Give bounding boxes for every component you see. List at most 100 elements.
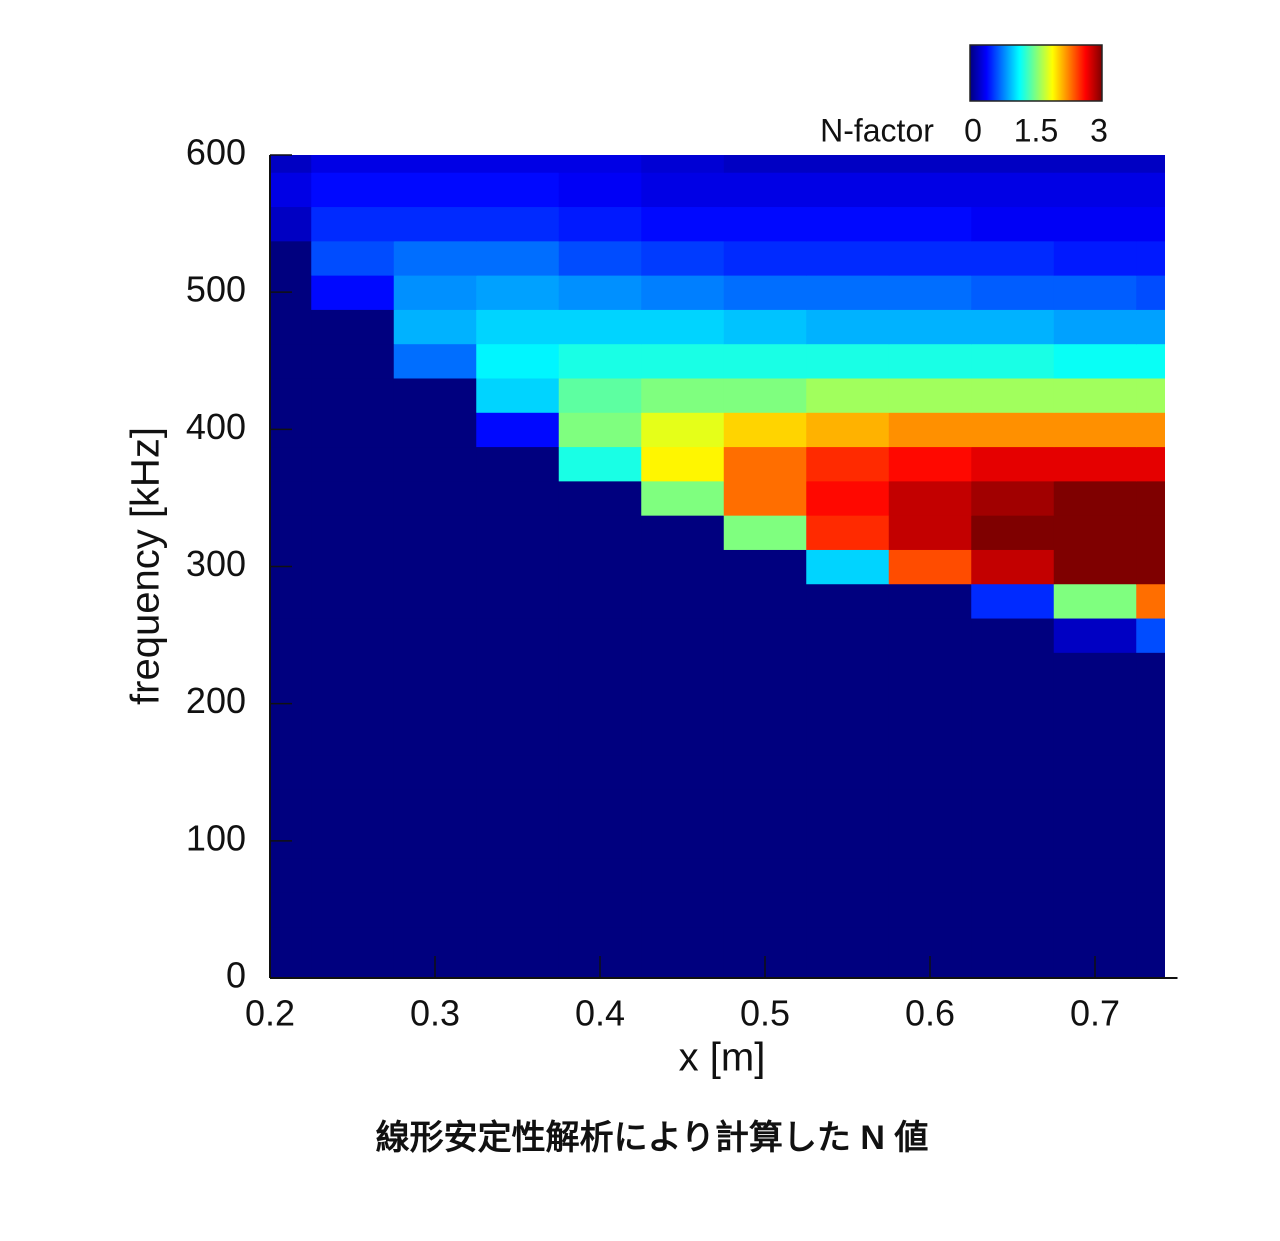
cell <box>1136 206 1165 242</box>
cell <box>723 892 807 928</box>
cell <box>641 857 725 893</box>
cell <box>311 155 395 173</box>
cell <box>270 446 312 482</box>
cell <box>1136 617 1165 653</box>
cell <box>641 617 725 653</box>
cell <box>1053 480 1137 516</box>
cell <box>270 960 312 978</box>
cell <box>723 755 807 790</box>
cell <box>888 206 972 242</box>
cell <box>1136 309 1165 345</box>
cell <box>888 755 972 790</box>
cell <box>1053 549 1137 585</box>
cell <box>806 309 890 345</box>
cell <box>1053 617 1137 653</box>
cell <box>393 480 477 516</box>
cell <box>1053 412 1137 448</box>
cell <box>476 480 560 516</box>
cell <box>888 617 972 653</box>
cell <box>641 446 725 482</box>
cell <box>270 892 312 928</box>
cell <box>723 172 807 208</box>
cell <box>393 377 477 413</box>
cell <box>888 309 972 345</box>
cell <box>393 755 477 790</box>
cell <box>723 857 807 893</box>
cell <box>1136 583 1165 619</box>
cell <box>311 275 395 310</box>
cell <box>888 686 972 722</box>
cell <box>1053 446 1137 482</box>
cell <box>1136 755 1165 790</box>
cell <box>476 240 560 276</box>
x-tick-label: 0.3 <box>410 993 460 1034</box>
cell <box>723 155 807 173</box>
cell <box>476 446 560 482</box>
cell <box>476 789 560 825</box>
cell <box>311 789 395 825</box>
cell <box>971 206 1055 242</box>
cell <box>641 343 725 379</box>
cell <box>393 652 477 688</box>
cell <box>971 789 1055 825</box>
cell <box>311 755 395 790</box>
cell <box>476 583 560 619</box>
cell <box>1053 652 1137 688</box>
cell <box>476 686 560 722</box>
cell <box>723 412 807 448</box>
cell <box>1053 926 1137 962</box>
cell <box>971 755 1055 790</box>
x-tick-label: 0.7 <box>1070 993 1120 1034</box>
cell <box>393 240 477 276</box>
y-axis-label: frequency [kHz] <box>124 427 168 705</box>
cell <box>888 343 972 379</box>
cell <box>476 515 560 550</box>
cell <box>1136 960 1165 978</box>
cell <box>806 446 890 482</box>
y-tick-label: 200 <box>186 680 246 721</box>
cell <box>393 343 477 379</box>
x-tick-label: 0.2 <box>245 993 295 1034</box>
cell <box>723 549 807 585</box>
cell <box>311 172 395 208</box>
cell <box>971 309 1055 345</box>
cell <box>476 960 560 978</box>
cell <box>723 515 807 550</box>
cell <box>393 309 477 345</box>
cell <box>971 686 1055 722</box>
cell <box>641 583 725 619</box>
cell <box>806 617 890 653</box>
cell <box>270 309 312 345</box>
cell <box>393 446 477 482</box>
cell <box>641 155 725 173</box>
cell <box>311 926 395 962</box>
cell <box>393 857 477 893</box>
cell <box>1053 309 1137 345</box>
cell <box>888 549 972 585</box>
cell <box>641 926 725 962</box>
cell <box>806 823 890 859</box>
cell <box>1136 652 1165 688</box>
cell <box>558 377 642 413</box>
cell <box>558 206 642 242</box>
cell <box>393 515 477 550</box>
cell <box>806 343 890 379</box>
cell <box>1136 412 1165 448</box>
cell <box>1136 446 1165 482</box>
cell <box>476 343 560 379</box>
cell <box>641 412 725 448</box>
cell <box>723 343 807 379</box>
cell <box>971 480 1055 516</box>
cell <box>723 583 807 619</box>
cell <box>476 206 560 242</box>
y-tick-label: 100 <box>186 817 246 858</box>
cell <box>971 583 1055 619</box>
cell <box>888 377 972 413</box>
x-tick-label: 0.4 <box>575 993 625 1034</box>
cell <box>971 446 1055 482</box>
cell <box>270 857 312 893</box>
cell <box>888 857 972 893</box>
cell <box>888 155 972 173</box>
cell <box>1136 892 1165 928</box>
